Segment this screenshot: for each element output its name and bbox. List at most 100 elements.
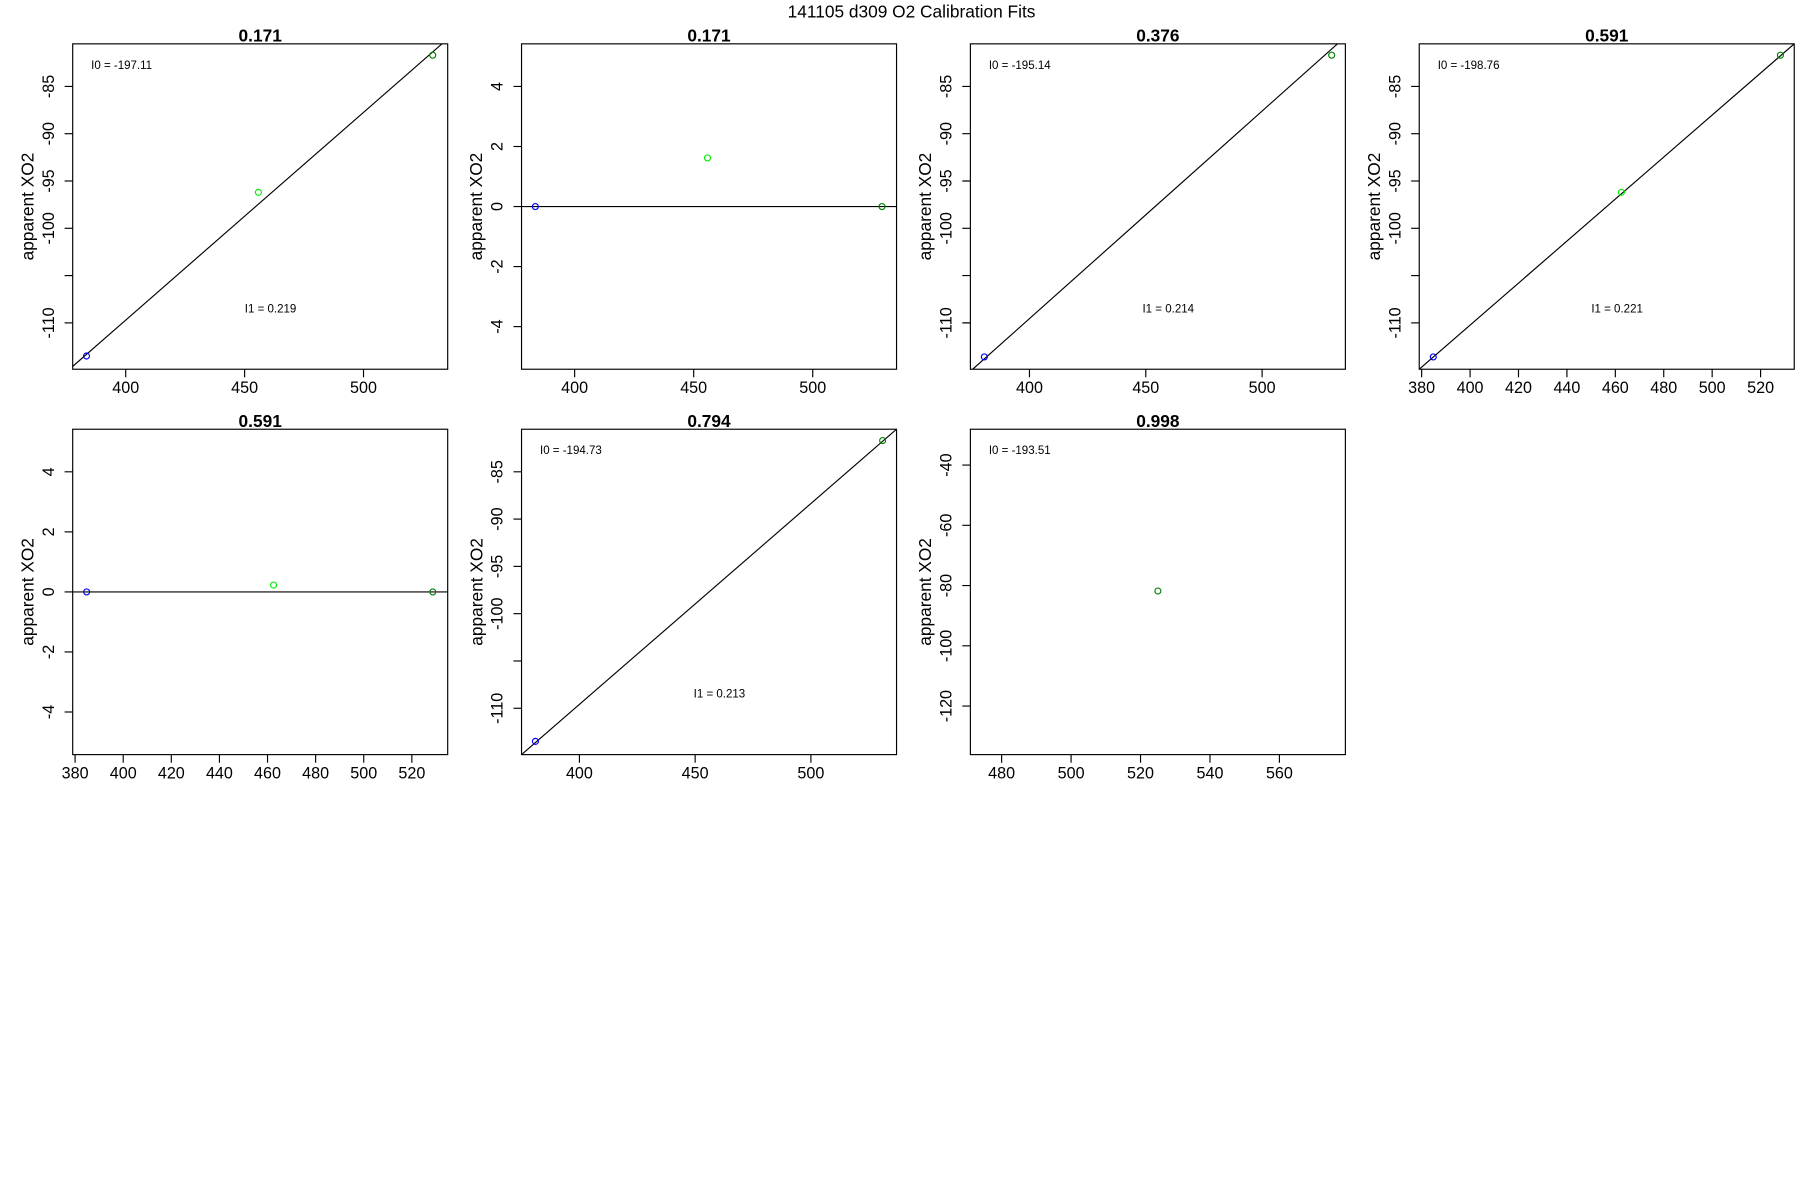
x-tick-label: 450 xyxy=(1132,379,1159,397)
x-tick-label: 520 xyxy=(1127,764,1154,782)
annotation: I1 = 0.213 xyxy=(694,689,746,701)
y-tick-label: -2 xyxy=(40,645,58,659)
x-tick-label: 450 xyxy=(682,764,709,782)
data-point xyxy=(1328,51,1336,59)
x-tick-label: 450 xyxy=(680,379,707,397)
y-axis-label: apparent XO2 xyxy=(1364,153,1384,261)
y-tick-label: 0 xyxy=(489,202,507,211)
y-tick-label: -90 xyxy=(938,122,956,145)
data-point xyxy=(83,588,91,596)
y-tick-label: -95 xyxy=(489,555,507,578)
data-point xyxy=(703,154,712,162)
panel-title: 0.171 xyxy=(239,25,283,45)
data-point xyxy=(1776,51,1785,59)
y-tick-label: -85 xyxy=(489,460,507,483)
figure-title: 141105 d309 O2 Calibration Fits xyxy=(788,1,1036,21)
y-axis-label: apparent XO2 xyxy=(17,538,37,646)
annotation: I0 = -194.73 xyxy=(540,445,602,457)
panel: 0.591 380 400 420 440 460 480 500 520 -85 -90 -95 -1… xyxy=(1364,25,1795,397)
panel-title: 0.376 xyxy=(1136,25,1179,45)
y-tick-label: -80 xyxy=(938,574,956,597)
y-tick-label: 4 xyxy=(40,467,58,476)
x-tick-label: 500 xyxy=(799,379,826,397)
annotation: I0 = -195.14 xyxy=(989,60,1051,72)
data-point xyxy=(980,353,988,361)
y-tick-label: -110 xyxy=(938,307,956,338)
data-point xyxy=(1429,353,1437,361)
panel-title: 0.998 xyxy=(1136,411,1180,431)
data-point xyxy=(254,188,262,196)
data-point xyxy=(1617,188,1625,196)
x-tick-label: 480 xyxy=(988,764,1015,782)
x-tick-label: 400 xyxy=(561,379,588,397)
y-tick-label: -100 xyxy=(489,598,507,630)
y-axis-label: apparent XO2 xyxy=(466,153,486,261)
plot-frame xyxy=(969,428,1346,756)
y-tick-label: -95 xyxy=(938,169,956,192)
y-tick-label: -100 xyxy=(1386,212,1404,244)
y-tick-label: -2 xyxy=(489,259,507,273)
x-tick-label: 560 xyxy=(1266,764,1293,782)
annotation: I0 = -197.11 xyxy=(91,60,152,72)
y-tick-label: -40 xyxy=(938,453,956,476)
x-tick-label: 400 xyxy=(1016,379,1043,397)
x-tick-label: 460 xyxy=(1602,379,1629,397)
x-tick-label: 400 xyxy=(112,379,139,397)
y-tick-label: -95 xyxy=(40,169,58,192)
data-point xyxy=(878,202,886,211)
x-tick-label: 500 xyxy=(350,379,377,397)
fit-line xyxy=(521,429,897,755)
plot-frame xyxy=(969,43,1346,370)
y-tick-label: 2 xyxy=(489,142,507,151)
data-point xyxy=(269,581,278,589)
y-axis-label: apparent XO2 xyxy=(915,538,935,646)
x-tick-label: 520 xyxy=(398,764,425,782)
y-axis-label: apparent XO2 xyxy=(17,153,37,261)
x-tick-label: 400 xyxy=(1457,379,1484,397)
data-point xyxy=(1154,587,1162,595)
y-tick-label: -4 xyxy=(40,705,58,719)
plot-frame xyxy=(72,428,449,756)
y-tick-label: -100 xyxy=(40,212,58,244)
fit-line xyxy=(1419,43,1795,370)
y-tick-label: -85 xyxy=(938,75,956,98)
x-tick-label: 380 xyxy=(62,764,89,782)
y-tick-label: -90 xyxy=(40,122,58,145)
annotation: I1 = 0.221 xyxy=(1591,303,1643,315)
data-point xyxy=(531,202,539,211)
x-tick-label: 500 xyxy=(1699,379,1726,397)
y-tick-label: -100 xyxy=(938,212,956,244)
y-axis-label: apparent XO2 xyxy=(915,153,935,261)
x-tick-label: 460 xyxy=(254,764,281,782)
y-tick-label: -120 xyxy=(938,690,956,722)
panel-title: 0.794 xyxy=(687,411,731,431)
x-tick-label: 480 xyxy=(302,764,329,782)
panel: 0.591380400420440460480500520420-2-4per … xyxy=(17,411,449,782)
y-tick-label: -90 xyxy=(1386,122,1404,145)
x-tick-label: 440 xyxy=(1553,379,1580,397)
y-tick-label: -110 xyxy=(489,693,507,724)
y-tick-label: -95 xyxy=(1386,169,1404,192)
y-tick-label: 0 xyxy=(40,587,58,596)
data-point xyxy=(879,437,887,445)
y-tick-label: -100 xyxy=(938,630,956,662)
x-tick-label: 400 xyxy=(110,764,137,782)
fit-line xyxy=(972,43,1338,370)
y-tick-label: 2 xyxy=(40,527,58,536)
annotation: I0 = -198.76 xyxy=(1438,60,1500,72)
y-tick-label: -85 xyxy=(40,75,58,98)
x-tick-label: 450 xyxy=(231,379,258,397)
x-tick-label: 420 xyxy=(158,764,185,782)
x-tick-label: 420 xyxy=(1505,379,1532,397)
plot-frame xyxy=(520,43,898,370)
panel: 0.998480500520540560-40-60-80-100-120per… xyxy=(915,411,1346,782)
y-tick-label: 4 xyxy=(489,82,507,91)
panel-title: 0.171 xyxy=(687,25,731,45)
y-tick-label: -110 xyxy=(40,307,58,338)
